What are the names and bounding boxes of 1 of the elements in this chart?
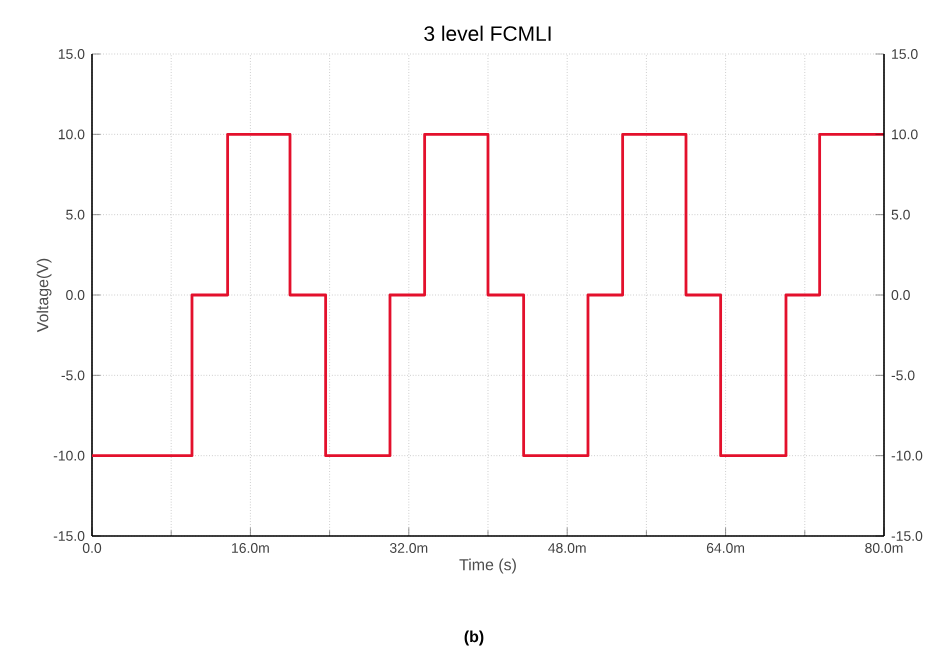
- chart-title: 3 level FCMLI: [424, 25, 551, 42]
